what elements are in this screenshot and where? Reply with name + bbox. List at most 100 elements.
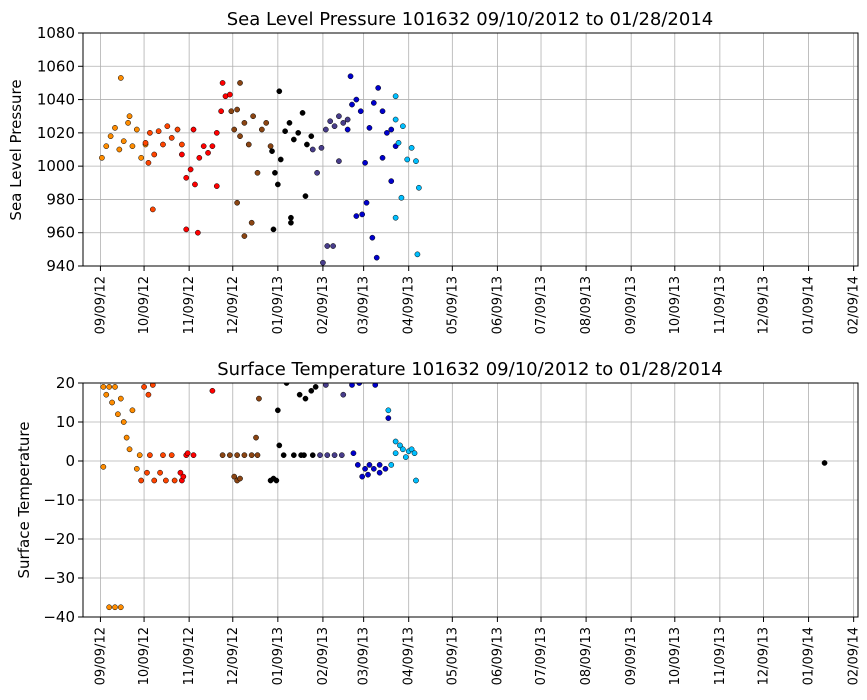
data-point	[416, 184, 422, 191]
data-series	[385, 407, 419, 484]
data-point	[136, 452, 143, 458]
data-point	[195, 229, 201, 236]
data-point	[138, 154, 145, 161]
data-point	[301, 452, 307, 458]
data-point	[388, 126, 395, 133]
data-point	[322, 383, 329, 388]
data-point	[392, 438, 399, 445]
data-point	[100, 464, 107, 470]
x-tick-label: 09/09/13	[624, 276, 639, 334]
data-point	[145, 391, 152, 398]
y-tick-label: 960	[46, 224, 75, 242]
x-tick-label: 04/09/13	[402, 276, 417, 334]
data-point	[190, 126, 197, 133]
y-tick-label: 1020	[37, 124, 75, 142]
data-point	[344, 126, 351, 133]
data-point	[363, 199, 370, 206]
data-point	[205, 149, 211, 156]
data-point	[376, 469, 383, 476]
data-point	[327, 118, 334, 125]
data-point	[250, 113, 256, 120]
data-point	[272, 169, 278, 176]
data-point	[280, 452, 287, 458]
data-point	[344, 116, 351, 123]
data-point	[183, 226, 190, 233]
data-point	[400, 446, 406, 453]
data-point	[164, 123, 171, 130]
data-point	[388, 178, 395, 184]
data-point	[373, 254, 380, 261]
data-point	[379, 108, 386, 115]
data-point	[392, 93, 399, 100]
data-point	[227, 452, 233, 458]
data-point	[115, 411, 121, 418]
data-point	[141, 384, 147, 390]
data-point	[151, 477, 158, 484]
data-point	[151, 151, 158, 158]
data-point	[241, 452, 248, 458]
data-point	[147, 130, 153, 136]
data-point	[253, 434, 259, 441]
data-point	[219, 452, 226, 458]
data-point	[324, 452, 331, 458]
data-point	[160, 452, 166, 458]
data-point	[209, 387, 216, 394]
data-point	[138, 477, 145, 484]
y-axis-label: Surface Temperature	[15, 422, 33, 579]
data-point	[109, 399, 115, 406]
data-point	[270, 226, 277, 233]
data-point	[402, 454, 409, 460]
data-point	[120, 419, 127, 425]
data-point	[318, 144, 325, 151]
data-point	[187, 166, 194, 173]
data-point	[231, 126, 238, 133]
data-point	[117, 395, 124, 402]
data-point	[392, 214, 399, 221]
data-point	[112, 125, 118, 131]
data-point	[347, 73, 354, 80]
data-point	[375, 85, 382, 91]
data-point	[273, 477, 280, 484]
data-point	[359, 473, 366, 480]
y-tick-label: −30	[43, 569, 75, 587]
data-series	[317, 383, 347, 458]
data-point	[196, 154, 203, 161]
y-tick-label: 980	[46, 190, 75, 208]
x-tick-label: 05/09/13	[445, 276, 460, 334]
data-point	[237, 80, 243, 86]
data-point	[353, 213, 360, 219]
plot-frame	[82, 32, 859, 267]
data-point	[353, 96, 360, 103]
data-point	[107, 133, 114, 140]
data-point	[213, 130, 220, 136]
data-point	[179, 141, 185, 148]
data-point	[241, 233, 248, 239]
data-point	[392, 116, 399, 123]
data-point	[336, 113, 342, 120]
data-point	[338, 452, 345, 458]
data-point	[282, 128, 288, 135]
data-point	[290, 136, 297, 143]
data-point	[286, 120, 293, 126]
data-point	[296, 391, 303, 398]
data-point	[330, 243, 336, 249]
data-point	[163, 477, 169, 484]
data-series	[349, 383, 392, 480]
x-tick-label: 11/09/12	[182, 627, 197, 685]
data-point	[395, 139, 402, 146]
data-point	[362, 465, 368, 472]
chart-title: Surface Temperature 101632 09/10/2012 to…	[217, 359, 722, 380]
data-point	[356, 383, 363, 386]
x-tick-label: 01/09/13	[271, 627, 286, 685]
data-point	[256, 395, 262, 402]
data-point	[133, 465, 140, 472]
data-point	[308, 387, 315, 394]
data-point	[385, 407, 392, 414]
data-point	[400, 123, 406, 130]
data-point	[411, 450, 418, 457]
data-point	[237, 133, 243, 140]
y-tick-label: −10	[43, 491, 75, 509]
x-tick-label: 10/09/12	[137, 627, 152, 685]
x-tick-label: 12/09/12	[226, 276, 241, 334]
data-point	[362, 159, 368, 166]
